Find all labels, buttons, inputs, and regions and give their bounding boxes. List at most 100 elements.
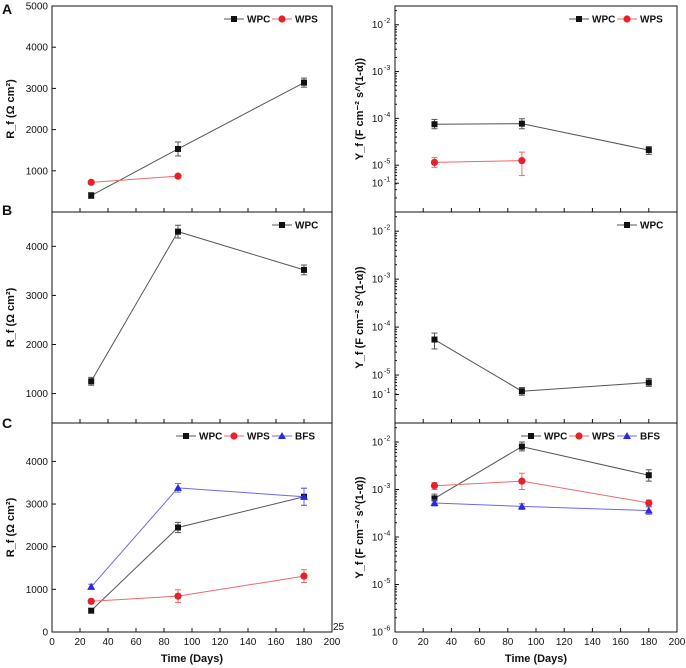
x-tick-label: 80 xyxy=(502,637,514,648)
y-tick-exponent: -3 xyxy=(384,273,390,280)
y-tick-label: 2000 xyxy=(26,340,49,351)
y-tick-label: 10 xyxy=(372,275,384,286)
data-point-wpc xyxy=(88,607,95,614)
x-tick-label: 0 xyxy=(392,637,398,648)
data-point-wpc xyxy=(431,495,438,502)
data-point-wps xyxy=(87,597,95,605)
data-point-bfs xyxy=(430,498,439,506)
legend-marker-bfs xyxy=(623,432,631,439)
y-tick-label: 10 xyxy=(372,390,384,401)
y-tick-label: 2000 xyxy=(26,542,49,553)
data-point-wpc xyxy=(645,147,652,154)
legend-label-wps: WPS xyxy=(592,432,615,443)
y-tick-label: 10 xyxy=(372,580,384,591)
plot-frame xyxy=(51,211,333,424)
y-tick-label: 10 xyxy=(372,371,384,382)
y-tick-exponent: -1 xyxy=(384,388,390,395)
data-point-wpc xyxy=(518,388,525,395)
data-point-bfs xyxy=(644,506,653,514)
y-tick-exponent: -4 xyxy=(384,112,390,119)
legend-marker-wpc xyxy=(576,16,582,22)
data-point-wpc xyxy=(518,443,525,450)
data-point-wpc xyxy=(431,336,438,343)
data-point-bfs xyxy=(174,483,182,491)
data-point-wpc xyxy=(645,472,652,479)
y-tick-exponent: -2 xyxy=(384,18,390,25)
panel-letter-b: B xyxy=(2,202,12,218)
series-line-bfs xyxy=(434,502,649,512)
x-tick-label: 200 xyxy=(669,637,686,648)
x-tick-label: 20 xyxy=(418,637,430,648)
x-tick-label: 180 xyxy=(640,637,657,648)
data-point-wpc xyxy=(175,524,181,531)
legend-marker-wpc xyxy=(528,433,534,439)
x-tick-label: 160 xyxy=(268,637,285,648)
y-tick-label: 4000 xyxy=(26,43,49,54)
y-tick-label: 4000 xyxy=(26,457,49,468)
y-axis-label: R_f (Ω cm²) xyxy=(5,287,17,347)
y-axis-label: Y_f (F cm⁻² s^(1-α)) xyxy=(354,476,366,578)
stray-label: 25 xyxy=(333,622,345,633)
legend-marker-wpc xyxy=(231,16,237,22)
y-tick-exponent: -2 xyxy=(384,225,390,232)
panel-letter-c: C xyxy=(2,415,12,431)
legend-marker-wps xyxy=(230,432,238,440)
x-tick-label: 120 xyxy=(212,637,229,648)
x-tick-label: 20 xyxy=(74,637,86,648)
data-point-wps xyxy=(518,157,526,165)
x-tick-label: 120 xyxy=(556,637,573,648)
data-point-wpc xyxy=(518,120,525,127)
y-tick-label: 3000 xyxy=(26,291,49,302)
chart-b-left: 1000 2000 3000 4000 R_f (Ω cm²) WPC xyxy=(5,211,333,424)
y-tick-label: 10 xyxy=(372,161,384,172)
y-tick-label: 1000 xyxy=(26,585,49,596)
data-point-bfs xyxy=(300,492,308,500)
legend-label-wpc: WPC xyxy=(199,432,222,443)
legend-marker-wps xyxy=(575,432,583,440)
x-tick-label: 0 xyxy=(49,637,55,648)
y-tick-label: 10 xyxy=(372,114,384,125)
y-tick-label: 2000 xyxy=(26,125,49,136)
y-tick-exponent: -5 xyxy=(384,369,390,376)
y-tick-exponent: -5 xyxy=(384,159,390,166)
data-point-wpc xyxy=(431,121,438,128)
x-tick-label: 200 xyxy=(324,637,341,648)
data-point-wpc xyxy=(301,79,307,86)
y-axis-label: Y_f (F cm⁻² s^(1-α)) xyxy=(354,266,366,368)
data-point-bfs xyxy=(87,582,96,590)
y-tick-exponent: -4 xyxy=(384,321,390,328)
series-line-wpc xyxy=(434,339,649,392)
legend-marker-wps xyxy=(278,15,286,23)
legend-label-wpc: WPC xyxy=(295,221,318,232)
y-tick-label: 10 xyxy=(372,227,384,238)
y-tick-label: 3000 xyxy=(26,84,49,95)
y-tick-label: 4000 xyxy=(26,242,49,253)
legend-marker-wpc xyxy=(279,222,285,228)
chart-b-right: 10-510-410-310-210 -1Y_f (F cm⁻² s^(1-α))… xyxy=(354,177,678,424)
legend-label-wpc: WPC xyxy=(640,221,663,232)
data-point-wpc xyxy=(88,378,95,385)
x-tick-label: 160 xyxy=(612,637,629,648)
data-point-wpc xyxy=(645,379,652,386)
legend-marker-wps xyxy=(623,15,631,23)
y-tick-label: 10 xyxy=(372,67,384,78)
data-point-wpc xyxy=(175,145,181,152)
x-axis-label: Time (Days) xyxy=(161,653,223,665)
y-tick-label: 10 xyxy=(372,628,384,639)
data-point-wpc xyxy=(301,266,307,273)
legend-label-wpc: WPC xyxy=(544,432,567,443)
panel-letter-a: A xyxy=(2,1,12,17)
data-point-wps xyxy=(645,499,653,507)
y-tick-label: 3000 xyxy=(26,500,49,511)
y-tick-exponent: -5 xyxy=(384,578,390,585)
x-tick-label: 40 xyxy=(446,637,458,648)
data-point-wps xyxy=(174,592,182,600)
y-tick-label: 10 xyxy=(372,485,384,496)
series-line-wps xyxy=(91,175,179,183)
y-tick-label: 10 xyxy=(372,20,384,31)
data-point-wps xyxy=(430,158,439,166)
legend-label-bfs: BFS xyxy=(640,432,660,443)
series-line-wpc xyxy=(90,231,305,382)
x-tick-label: 40 xyxy=(102,637,114,648)
series-line-bfs xyxy=(90,487,305,588)
